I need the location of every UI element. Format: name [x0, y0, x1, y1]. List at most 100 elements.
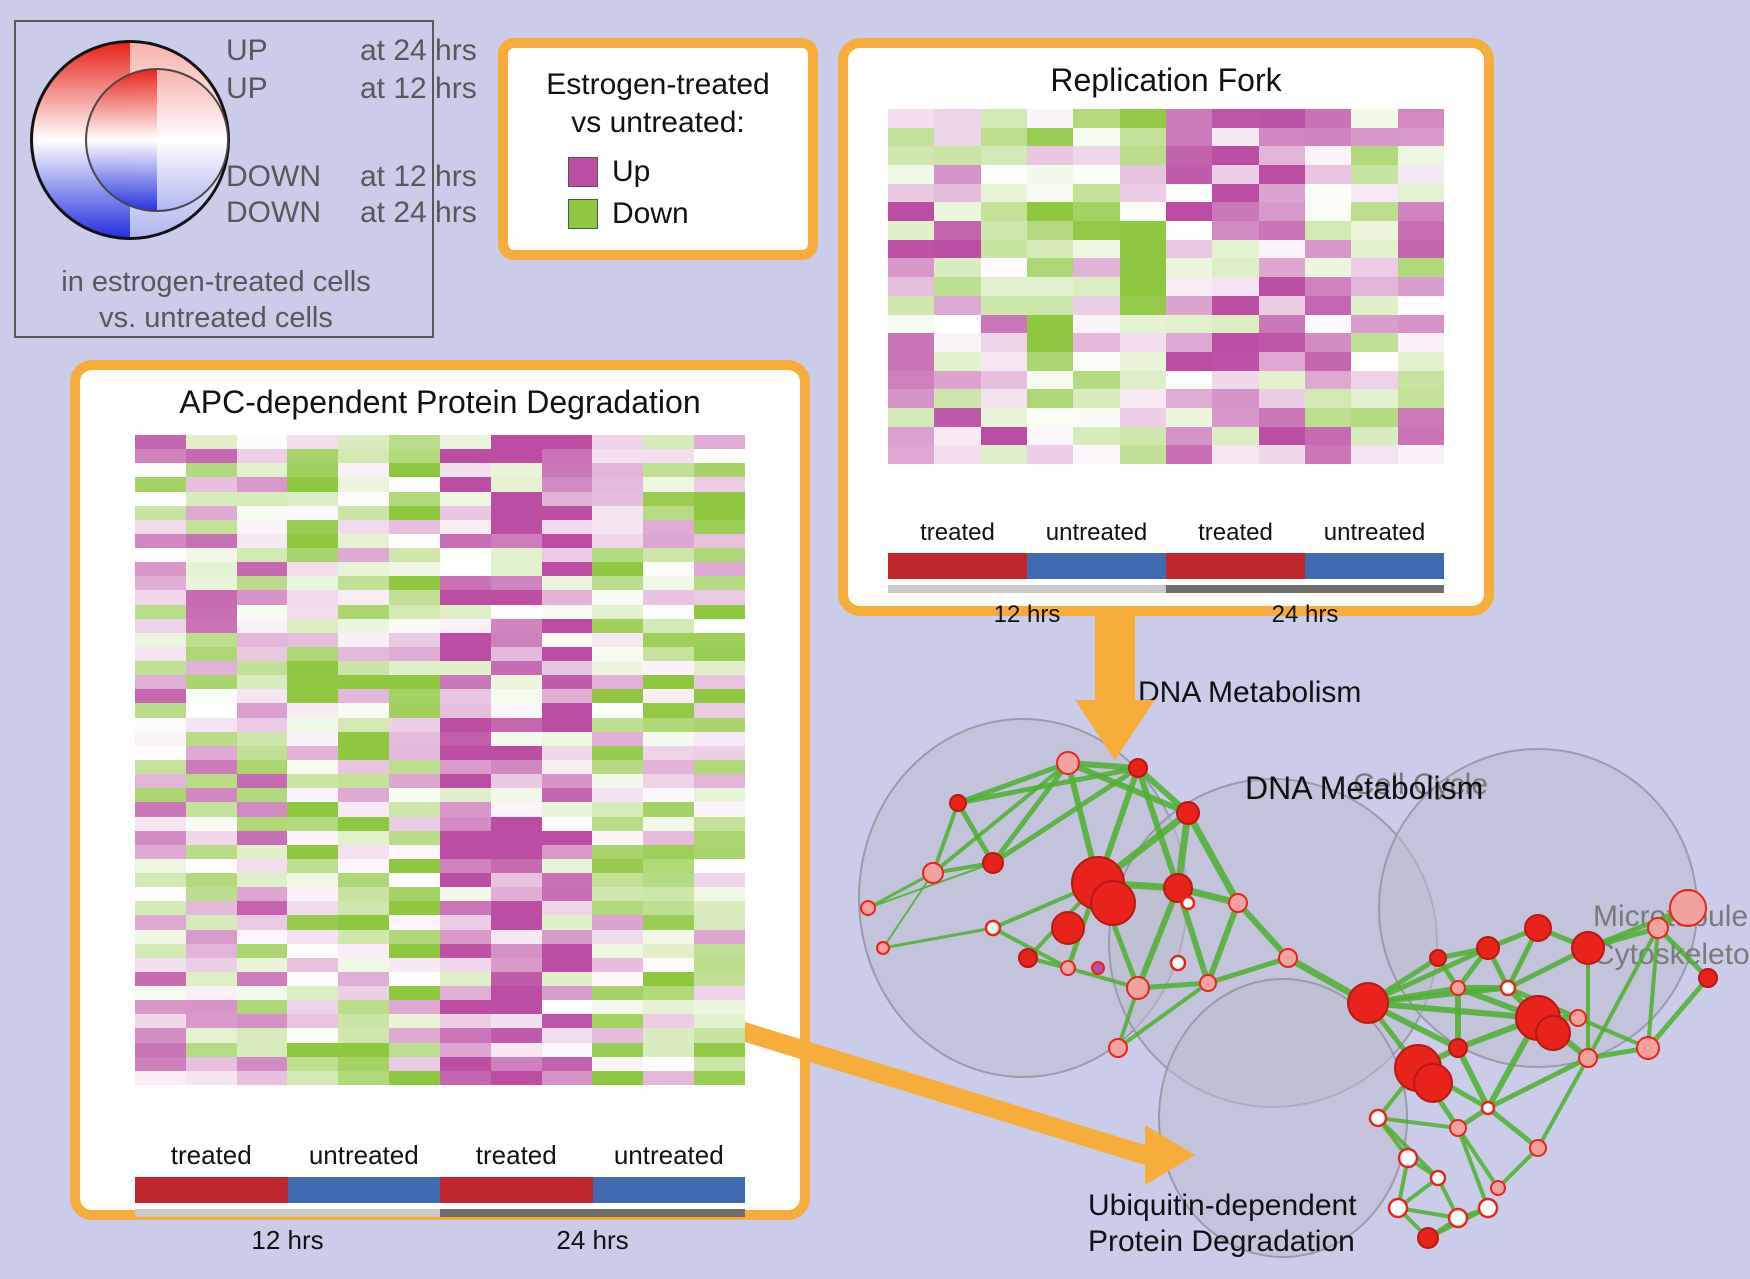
heatmap-cell[interactable]: [888, 445, 934, 464]
heatmap-cell[interactable]: [491, 760, 542, 774]
heatmap-cell[interactable]: [1212, 445, 1258, 464]
heatmap-cell[interactable]: [440, 986, 491, 1000]
heatmap-cell[interactable]: [542, 972, 593, 986]
heatmap-cell[interactable]: [135, 661, 186, 675]
heatmap-cell[interactable]: [1120, 240, 1166, 259]
heatmap-cell[interactable]: [1398, 277, 1444, 296]
heatmap-cell[interactable]: [287, 788, 338, 802]
heatmap-cell[interactable]: [1305, 445, 1351, 464]
heatmap-cell[interactable]: [389, 463, 440, 477]
heatmap-cell[interactable]: [491, 972, 542, 986]
heatmap-cell[interactable]: [1120, 389, 1166, 408]
heatmap-cell[interactable]: [694, 774, 745, 788]
heatmap-cell[interactable]: [491, 944, 542, 958]
heatmap-cell[interactable]: [491, 492, 542, 506]
heatmap-cell[interactable]: [1305, 184, 1351, 203]
heatmap-cell[interactable]: [1027, 202, 1073, 221]
heatmap-cell[interactable]: [694, 732, 745, 746]
heatmap-cell[interactable]: [135, 915, 186, 929]
heatmap-cell[interactable]: [491, 548, 542, 562]
heatmap-cell[interactable]: [1305, 165, 1351, 184]
heatmap-cell[interactable]: [237, 1071, 288, 1085]
heatmap-cell[interactable]: [237, 605, 288, 619]
heatmap-cell[interactable]: [1073, 408, 1119, 427]
replication-fork-heatmap[interactable]: treated untreated treated untreated 12 h…: [888, 109, 1444, 629]
heatmap-cell[interactable]: [694, 689, 745, 703]
heatmap-cell[interactable]: [389, 972, 440, 986]
heatmap-cell[interactable]: [592, 1028, 643, 1042]
heatmap-cell[interactable]: [491, 817, 542, 831]
heatmap-cell[interactable]: [542, 435, 593, 449]
heatmap-cell[interactable]: [888, 333, 934, 352]
heatmap-cell[interactable]: [643, 605, 694, 619]
heatmap-cell[interactable]: [287, 619, 338, 633]
heatmap-cell[interactable]: [1073, 165, 1119, 184]
heatmap-cell[interactable]: [1398, 221, 1444, 240]
heatmap-cell[interactable]: [592, 1014, 643, 1028]
heatmap-cell[interactable]: [643, 915, 694, 929]
heatmap-cell[interactable]: [135, 619, 186, 633]
heatmap-cell[interactable]: [287, 1014, 338, 1028]
heatmap-cell[interactable]: [440, 520, 491, 534]
heatmap-cell[interactable]: [934, 277, 980, 296]
heatmap-cell[interactable]: [542, 619, 593, 633]
heatmap-cell[interactable]: [338, 817, 389, 831]
heatmap-cell[interactable]: [287, 506, 338, 520]
heatmap-cell[interactable]: [440, 477, 491, 491]
heatmap-cell[interactable]: [389, 915, 440, 929]
heatmap-cell[interactable]: [542, 746, 593, 760]
heatmap-cell[interactable]: [643, 449, 694, 463]
heatmap-cell[interactable]: [1212, 352, 1258, 371]
heatmap-cell[interactable]: [135, 873, 186, 887]
heatmap-cell[interactable]: [237, 802, 288, 816]
heatmap-cell[interactable]: [440, 1028, 491, 1042]
heatmap-cell[interactable]: [643, 901, 694, 915]
heatmap-cell[interactable]: [389, 477, 440, 491]
heatmap-cell[interactable]: [592, 435, 643, 449]
heatmap-cell[interactable]: [491, 887, 542, 901]
heatmap-cell[interactable]: [135, 986, 186, 1000]
heatmap-cell[interactable]: [338, 463, 389, 477]
heatmap-cell[interactable]: [389, 534, 440, 548]
heatmap-cell[interactable]: [1027, 128, 1073, 147]
heatmap-cell[interactable]: [542, 605, 593, 619]
heatmap-cell[interactable]: [491, 986, 542, 1000]
heatmap-cell[interactable]: [542, 590, 593, 604]
heatmap-cell[interactable]: [934, 296, 980, 315]
heatmap-cell[interactable]: [440, 732, 491, 746]
heatmap-cell[interactable]: [542, 930, 593, 944]
heatmap-cell[interactable]: [135, 675, 186, 689]
heatmap-cell[interactable]: [237, 1000, 288, 1014]
heatmap-cell[interactable]: [888, 277, 934, 296]
heatmap-cell[interactable]: [1073, 371, 1119, 390]
heatmap-cell[interactable]: [338, 732, 389, 746]
heatmap-cell[interactable]: [592, 944, 643, 958]
heatmap-cell[interactable]: [1305, 371, 1351, 390]
heatmap-cell[interactable]: [643, 831, 694, 845]
heatmap-cell[interactable]: [491, 590, 542, 604]
heatmap-cell[interactable]: [934, 240, 980, 259]
heatmap-cell[interactable]: [237, 477, 288, 491]
heatmap-cell[interactable]: [888, 240, 934, 259]
heatmap-cell[interactable]: [491, 435, 542, 449]
heatmap-cell[interactable]: [1398, 445, 1444, 464]
heatmap-cell[interactable]: [389, 520, 440, 534]
heatmap-cell[interactable]: [287, 548, 338, 562]
heatmap-cell[interactable]: [694, 506, 745, 520]
heatmap-cell[interactable]: [237, 647, 288, 661]
heatmap-cell[interactable]: [135, 633, 186, 647]
heatmap-cell[interactable]: [1073, 258, 1119, 277]
heatmap-cell[interactable]: [338, 859, 389, 873]
heatmap-cell[interactable]: [694, 590, 745, 604]
heatmap-cell[interactable]: [981, 165, 1027, 184]
heatmap-cell[interactable]: [1259, 184, 1305, 203]
heatmap-cell[interactable]: [694, 915, 745, 929]
heatmap-cell[interactable]: [1120, 445, 1166, 464]
heatmap-cell[interactable]: [186, 958, 237, 972]
heatmap-cell[interactable]: [934, 389, 980, 408]
heatmap-cell[interactable]: [287, 449, 338, 463]
heatmap-cell[interactable]: [592, 689, 643, 703]
heatmap-cell[interactable]: [981, 296, 1027, 315]
heatmap-cell[interactable]: [237, 817, 288, 831]
heatmap-cell[interactable]: [694, 873, 745, 887]
